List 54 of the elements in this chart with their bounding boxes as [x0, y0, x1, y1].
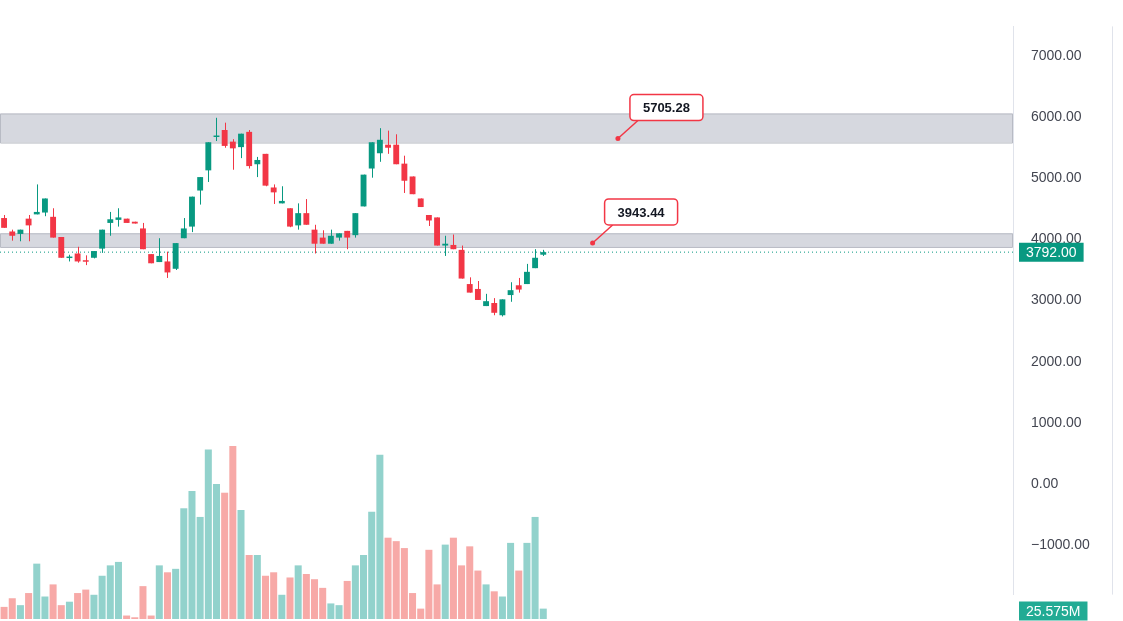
candlestick	[270, 183, 277, 205]
candlestick	[303, 198, 310, 226]
bar	[515, 570, 523, 619]
bar	[25, 593, 33, 619]
candlestick	[474, 280, 481, 301]
y-tick-label: 7000.00	[1031, 46, 1082, 63]
y-tick-label: 5000.00	[1031, 169, 1082, 186]
y-tick-label: 6000.00	[1031, 108, 1082, 125]
bar	[482, 584, 490, 619]
candlestick	[401, 155, 408, 194]
candlestick	[107, 211, 114, 237]
bar	[16, 605, 24, 619]
candlestick	[229, 138, 236, 171]
candlestick	[50, 207, 57, 239]
bar	[490, 591, 498, 619]
candlestick	[25, 214, 32, 242]
y-tick-label: 1000.00	[1031, 413, 1082, 430]
bar	[90, 594, 98, 619]
annotation: 3943.44	[617, 204, 666, 220]
candlestick	[393, 133, 400, 165]
bar	[294, 565, 302, 619]
candlestick	[352, 212, 359, 239]
ref-line-label: 3792.00	[1026, 244, 1077, 261]
bar	[343, 580, 351, 619]
y-tick-label: 2000.00	[1031, 352, 1082, 369]
y-tick-label: −1000.00	[1031, 535, 1090, 552]
annotation: 5705.28	[642, 100, 690, 116]
candlestick	[507, 281, 514, 303]
candlestick	[295, 202, 302, 231]
bar	[245, 554, 253, 619]
bar	[278, 594, 286, 619]
bar	[65, 601, 73, 619]
bar	[335, 605, 343, 619]
bar	[253, 554, 261, 619]
candlestick	[115, 207, 122, 228]
bar	[237, 510, 245, 619]
candlestick	[376, 127, 383, 163]
bar	[286, 577, 294, 619]
candlestick	[221, 122, 228, 149]
bar	[163, 572, 171, 619]
bar	[433, 584, 441, 619]
candlestick	[197, 176, 204, 206]
y-tick-label: 4000.00	[1031, 230, 1082, 247]
y-tick-label: 0.00	[1031, 474, 1059, 491]
candlestick	[254, 156, 261, 178]
bar	[441, 544, 449, 619]
y-tick-label: 3000.00	[1031, 291, 1082, 308]
bar	[327, 603, 335, 619]
bar	[155, 565, 163, 619]
bar	[523, 542, 531, 619]
candlestick	[238, 133, 244, 159]
text: 25.575M	[1026, 602, 1081, 619]
candlestick	[140, 222, 146, 250]
candlestick	[385, 130, 391, 155]
